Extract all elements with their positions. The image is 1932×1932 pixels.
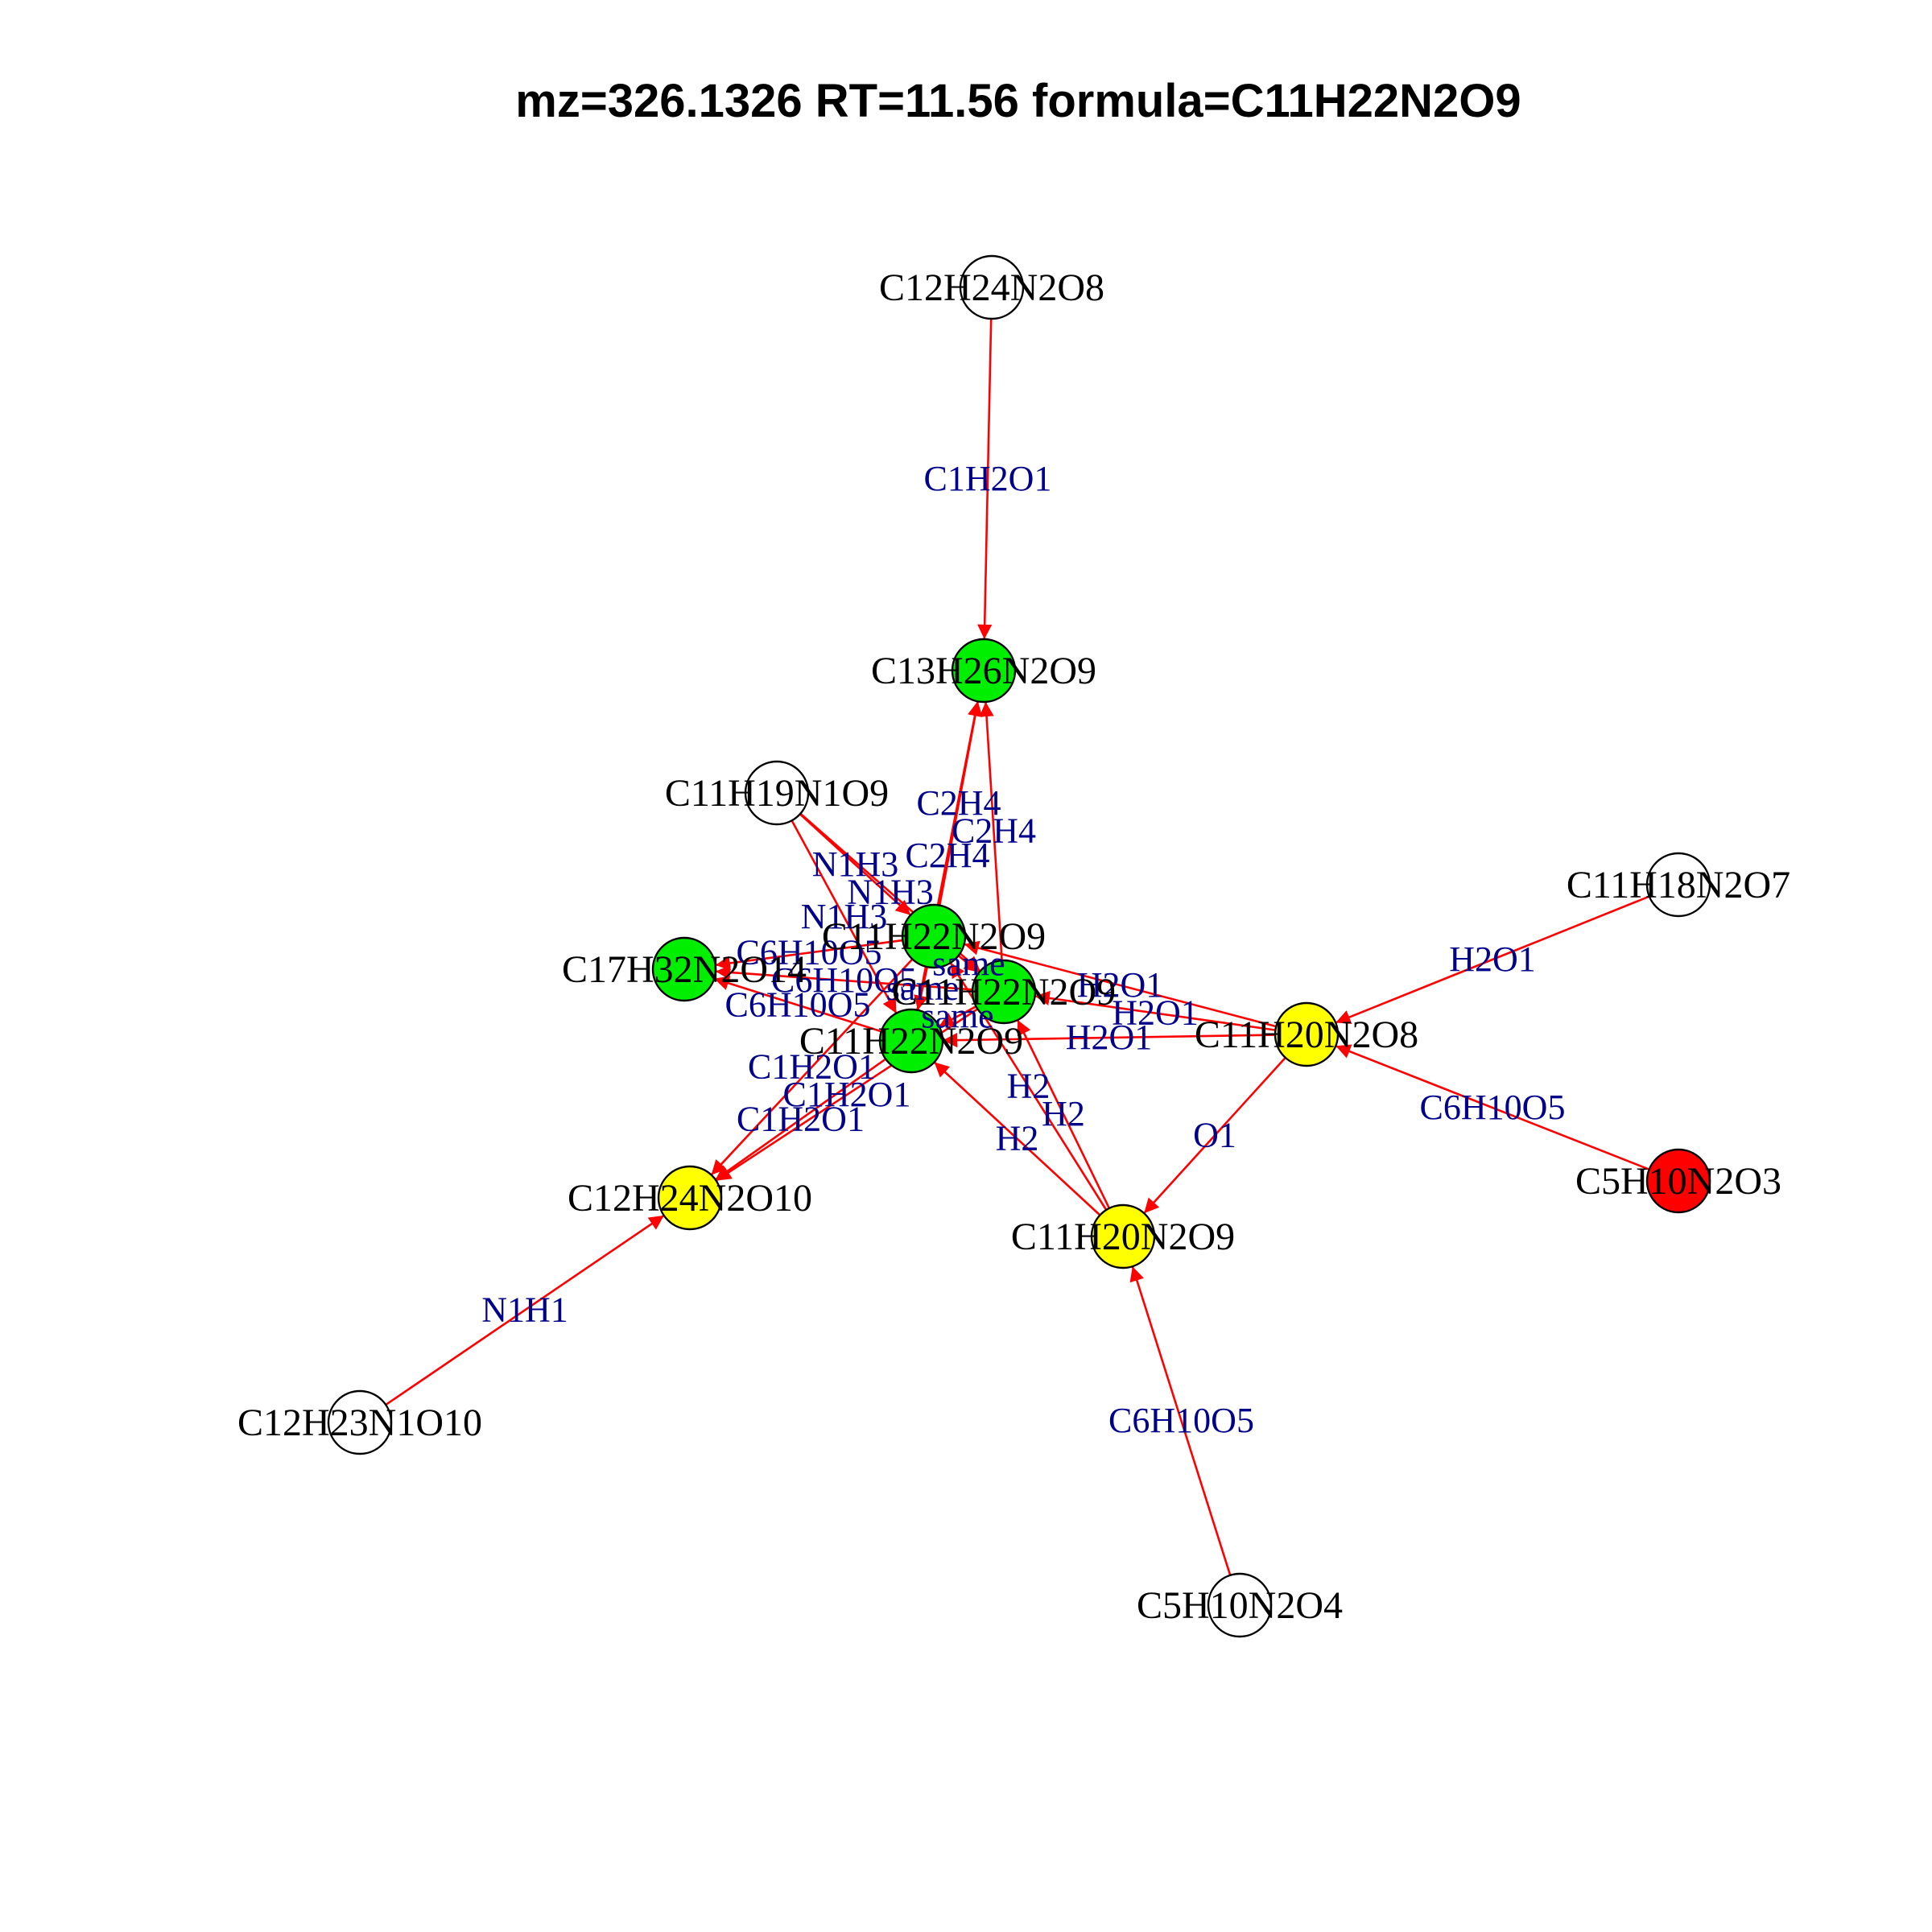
edge-n9-n11 (715, 1058, 886, 1181)
edge-label: H2O1 (1066, 1018, 1153, 1057)
node-n13[interactable] (327, 1389, 393, 1455)
edge-n7-n6 (715, 964, 973, 991)
edge-label: C6H10O5 (737, 933, 882, 972)
edge-label: C6H10O5 (725, 985, 871, 1025)
node-label: C13H26N2O9 (871, 650, 1096, 692)
edge-label: H2 (1007, 1067, 1051, 1106)
edge-n7-n2 (979, 701, 1003, 961)
node-label: C12H24N2O8 (879, 266, 1104, 309)
node-n2[interactable] (951, 638, 1017, 704)
edge-label: N1H3 (812, 844, 899, 884)
graph-title: mz=326.1326 RT=11.56 formula=C11H22N2O9 (515, 75, 1521, 127)
edge-labels-layer: C1H2O1C2H4C2H4C2H4N1H3N1H3N1H3C6H10O5C6H… (481, 459, 1565, 1440)
node-label: C11H22N2O9 (799, 1020, 1023, 1063)
edge-n5-n11 (710, 958, 914, 1176)
edge-label: N1H3 (801, 897, 888, 936)
edge-label: C1H2O1 (924, 459, 1052, 498)
edge-n5-n9 (914, 966, 929, 1011)
edge-label: H2O1 (1449, 939, 1536, 979)
edge-label: H2O1 (1112, 993, 1199, 1033)
edge-label: C6H10O5 (771, 960, 917, 1000)
node-n4[interactable] (1645, 852, 1711, 918)
edge-label: H2O1 (1077, 965, 1164, 1005)
edge-label: O1 (1193, 1116, 1236, 1155)
node-n3[interactable] (744, 760, 810, 826)
edge-label: C2H4 (952, 811, 1036, 851)
edge-n8-n7 (1034, 990, 1276, 1031)
edge-label: same (932, 944, 1005, 984)
node-label: C11H19N1O9 (665, 772, 889, 815)
node-n1[interactable] (959, 254, 1025, 320)
node-label: C11H18N2O7 (1567, 864, 1790, 906)
edge-label: C1H2O1 (737, 1100, 865, 1139)
edge-n1-n2 (977, 318, 993, 640)
edge-label: H2 (996, 1119, 1039, 1158)
edge-label: N1H3 (847, 873, 934, 912)
node-n12[interactable] (1090, 1203, 1156, 1269)
edge-label: C6H10O5 (1420, 1088, 1566, 1127)
edge-n12-n7 (1016, 1019, 1111, 1209)
node-n9[interactable] (878, 1008, 944, 1074)
node-n11[interactable] (657, 1165, 723, 1231)
edge-label: same (886, 968, 959, 1008)
node-label: C11H22N2O9 (892, 971, 1116, 1013)
edge-n13-n11 (385, 1214, 665, 1406)
node-labels-layer: C12H24N2O8 C13H26N2O9 C11H19N1O9 C11H18N2O7… (237, 266, 1790, 1627)
edge-label: C2H4 (916, 783, 1001, 823)
edge-n14-n12 (1129, 1265, 1232, 1576)
node-label: C11H20N2O8 (1195, 1013, 1418, 1056)
nodes-layer (327, 254, 1711, 1638)
node-label: C17H32N2O14 (562, 948, 807, 991)
node-label: C12H24N2O10 (568, 1177, 812, 1220)
edge-n10-n8 (1335, 1044, 1650, 1170)
edge-n3-n9 (791, 819, 898, 1014)
edges-layer (385, 318, 1650, 1576)
edge-n8-n12 (1143, 1057, 1286, 1214)
node-label: C5H10N2O3 (1575, 1160, 1781, 1203)
edge-label: C1H2O1 (783, 1075, 911, 1114)
edge-n5-n6 (715, 939, 903, 971)
edge-label: C6H10O5 (1108, 1401, 1254, 1440)
node-label: C11H20N2O9 (1011, 1216, 1235, 1258)
node-label: C11H22N2O9 (822, 915, 1046, 958)
node-n8[interactable] (1274, 1001, 1340, 1067)
edge-n5-n7 (957, 955, 980, 973)
edge-label: C1H2O1 (748, 1047, 876, 1087)
edge-n7-n9 (938, 1005, 977, 1027)
edge-label: same (921, 997, 993, 1036)
edge-n4-n8 (1335, 895, 1650, 1025)
edge-n12-n9 (933, 1061, 1101, 1216)
node-n6[interactable] (651, 936, 717, 1002)
node-n7[interactable] (971, 959, 1037, 1025)
node-n10[interactable] (1645, 1148, 1711, 1214)
node-n5[interactable] (901, 903, 967, 969)
node-n14[interactable] (1207, 1572, 1273, 1638)
node-label: C5H10N2O4 (1137, 1584, 1343, 1627)
edge-n8-n5 (964, 940, 1277, 1028)
node-label: C12H23N1O10 (237, 1402, 482, 1444)
edge-label: N1H1 (481, 1290, 568, 1330)
edge-label: C2H4 (905, 836, 989, 875)
edge-label: H2 (1042, 1094, 1085, 1133)
edge-n3-n5 (799, 813, 912, 916)
